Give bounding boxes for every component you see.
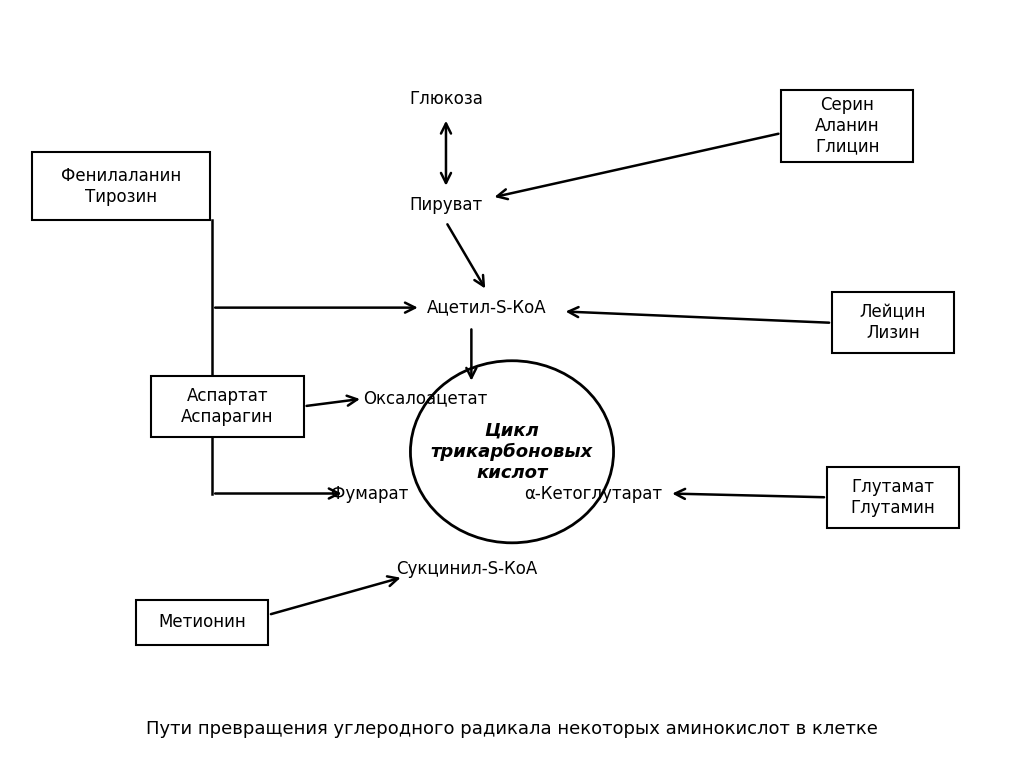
Text: Лейцин
Лизин: Лейцин Лизин bbox=[859, 304, 926, 342]
Text: Серин
Аланин
Глицин: Серин Аланин Глицин bbox=[815, 96, 880, 156]
Text: Пути превращения углеродного радикала некоторых аминокислот в клетке: Пути превращения углеродного радикала не… bbox=[146, 719, 878, 738]
Text: Пируват: Пируват bbox=[410, 196, 482, 214]
Text: Глутамат
Глутамин: Глутамат Глутамин bbox=[851, 478, 935, 517]
FancyBboxPatch shape bbox=[826, 467, 958, 528]
Text: Фенилаланин
Тирозин: Фенилаланин Тирозин bbox=[60, 167, 181, 206]
Text: Цикл
трикарбоновых
кислот: Цикл трикарбоновых кислот bbox=[431, 422, 593, 482]
Text: Метионин: Метионин bbox=[159, 614, 246, 631]
Text: Сукцинил-S-КоА: Сукцинил-S-КоА bbox=[395, 561, 537, 578]
Text: Оксалоацетат: Оксалоацетат bbox=[364, 390, 487, 408]
Text: Ацетил-S-КоА: Ацетил-S-КоА bbox=[427, 298, 547, 317]
Text: Глюкоза: Глюкоза bbox=[409, 90, 483, 108]
FancyBboxPatch shape bbox=[32, 152, 210, 220]
FancyBboxPatch shape bbox=[831, 292, 953, 353]
Text: α-Кетоглутарат: α-Кетоглутарат bbox=[524, 485, 663, 502]
FancyBboxPatch shape bbox=[781, 90, 913, 162]
FancyBboxPatch shape bbox=[152, 376, 304, 436]
Text: Фумарат: Фумарат bbox=[331, 485, 409, 502]
Text: Аспартат
Аспарагин: Аспартат Аспарагин bbox=[181, 387, 273, 426]
Ellipse shape bbox=[411, 360, 613, 543]
FancyBboxPatch shape bbox=[136, 600, 268, 645]
